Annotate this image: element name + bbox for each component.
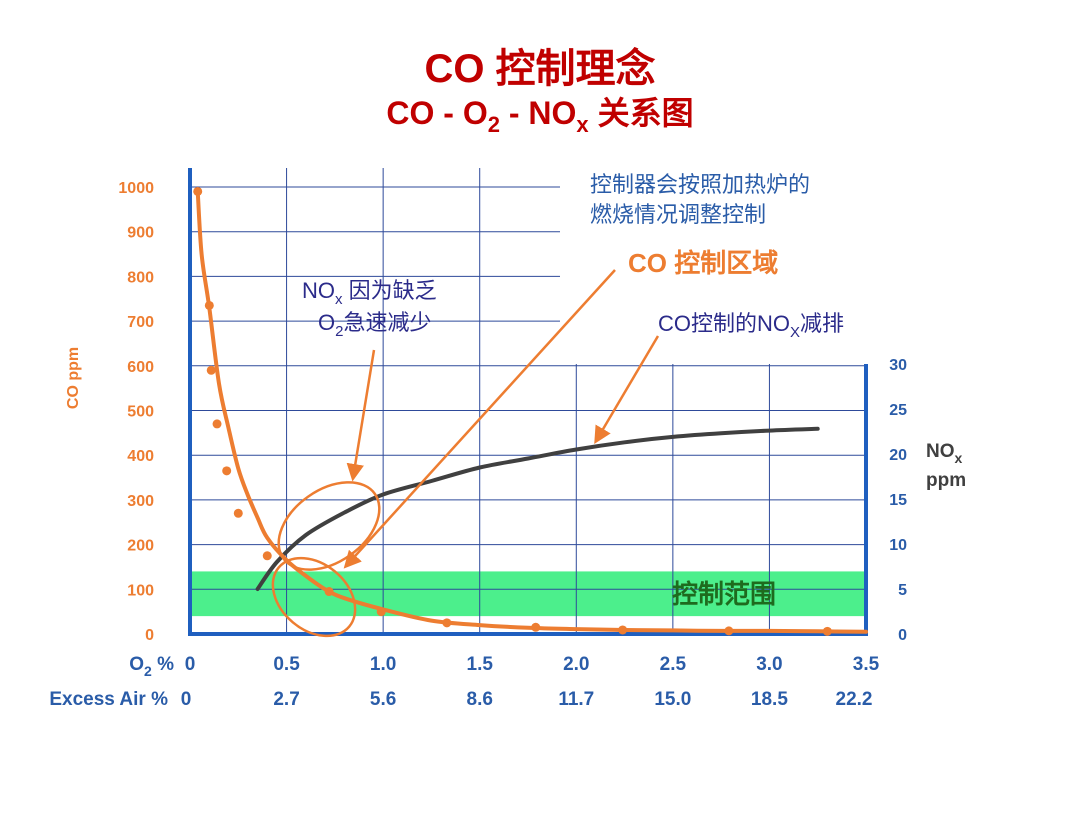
x-excess-air-tick-label: 5.6 (370, 689, 396, 710)
y-left-tick-label: 400 (127, 448, 154, 465)
y-axis-right-label: NOx (926, 441, 963, 466)
co-data-point (724, 626, 734, 636)
x-o2-tick-label: 0 (185, 654, 196, 675)
co-data-point (442, 618, 452, 628)
controller-note-line2: 燃烧情况调整控制 (590, 202, 766, 227)
y-left-tick-label: 500 (127, 404, 154, 421)
co-data-point (204, 300, 214, 310)
x-excess-air-tick-label: 15.0 (654, 689, 691, 710)
x-o2-tick-label: 2.5 (660, 654, 687, 675)
co-data-point (531, 622, 541, 632)
y-right-tick-label: 20 (889, 447, 907, 464)
controller-note-line1: 控制器会按照加热炉的 (590, 172, 810, 197)
co-data-point (212, 419, 222, 429)
y-right-tick-label: 10 (889, 537, 907, 554)
y-left-tick-label: 300 (127, 493, 154, 510)
y-right-tick-label: 25 (889, 402, 907, 419)
co-data-point (324, 587, 334, 597)
x-excess-air-tick-label: 11.7 (558, 689, 594, 710)
x-o2-tick-label: 1.5 (467, 654, 494, 675)
nox-reduction-arrow (594, 335, 660, 445)
series-layer (193, 186, 868, 636)
control-band-layer (190, 571, 866, 617)
axes-layer (188, 168, 868, 636)
chart-subtitle: CO - O2 - NOx 关系图 (386, 95, 693, 137)
x-o2-tick-label: 3.0 (756, 654, 782, 675)
co-data-point (376, 607, 386, 617)
control-range-label: 控制范围 (672, 579, 776, 609)
tick-label-layer: 0100200300400500600700800900100005101520… (118, 180, 907, 710)
x-axis-excess-air-label: Excess Air % (49, 689, 168, 710)
y-left-tick-label: 900 (127, 225, 154, 242)
nox-reduction-note: CO控制的NOX减排 (658, 311, 844, 341)
co-zone-highlight-ellipse (271, 556, 357, 638)
y-left-tick-label: 200 (127, 538, 154, 555)
co-zone-arrow (343, 269, 616, 569)
x-o2-tick-label: 0.5 (273, 654, 300, 675)
y-left-tick-label: 800 (127, 269, 154, 286)
co-data-point (822, 626, 832, 636)
y-right-tick-label: 15 (889, 492, 907, 509)
x-excess-air-tick-label: 2.7 (273, 689, 299, 710)
nox-drop-note-line1: NOx 因为缺乏 (302, 278, 437, 308)
nox-drop-highlight-ellipse (277, 481, 381, 571)
co-data-point (206, 365, 216, 375)
co-data-point (233, 508, 243, 518)
x-excess-air-tick-label: 18.5 (751, 689, 788, 710)
y-right-tick-label: 30 (889, 357, 907, 374)
x-o2-tick-label: 3.5 (853, 654, 880, 675)
y-right-tick-label: 0 (898, 627, 907, 644)
x-o2-tick-label: 2.0 (563, 654, 589, 675)
y-right-tick-label: 5 (898, 582, 907, 599)
control-band (190, 571, 866, 617)
co-zone-label: CO 控制区域 (628, 248, 778, 278)
y-left-tick-label: 600 (127, 359, 154, 376)
x-o2-tick-label: 1.0 (370, 654, 396, 675)
nox-drop-arrow (346, 349, 376, 482)
co-data-point (262, 551, 272, 561)
x-excess-air-tick-label: 0 (181, 689, 192, 710)
x-excess-air-tick-label: 8.6 (467, 689, 493, 710)
y-left-tick-label: 100 (127, 582, 154, 599)
x-excess-air-tick-label: 22.2 (836, 689, 873, 710)
y-left-tick-label: 700 (127, 314, 154, 331)
y-left-tick-label: 0 (145, 627, 154, 644)
chart-title: CO 控制理念 (424, 46, 655, 91)
co-data-point (193, 186, 203, 196)
nox-curve (255, 426, 820, 591)
nox-drop-note-line2: O2急速减少 (318, 310, 431, 340)
y-axis-right-unit: ppm (926, 470, 966, 491)
y-axis-left-label: CO ppm (65, 347, 82, 409)
y-left-tick-label: 1000 (118, 180, 154, 197)
x-axis-o2-label: O2 % (129, 654, 174, 679)
co-data-point (618, 625, 628, 635)
co-data-point (222, 466, 232, 476)
